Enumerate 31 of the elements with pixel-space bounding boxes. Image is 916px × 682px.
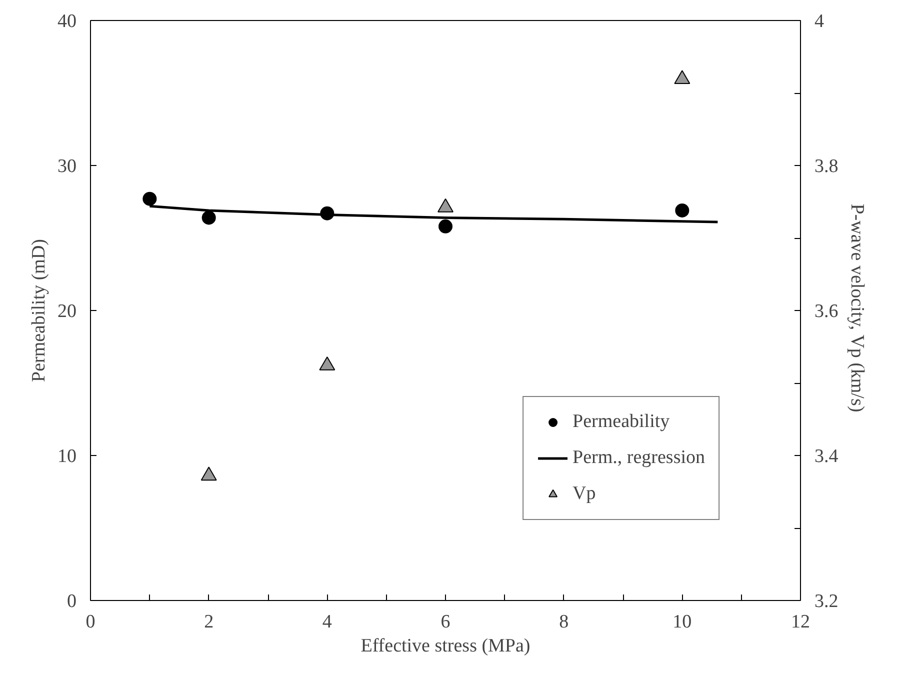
x-tick-label: 2: [204, 612, 214, 632]
y2-axis-title: P-wave velocity, Vp (km/s): [846, 204, 868, 412]
point: [142, 192, 157, 206]
x-tick-label: 12: [791, 612, 810, 632]
y-tick-label: 0: [67, 591, 76, 612]
y2-tick-label: 3.2: [814, 591, 838, 612]
x-tick-label: 10: [672, 612, 692, 632]
x-tick-label: 4: [322, 612, 332, 632]
y2-tick-label: 4: [814, 11, 824, 32]
y2-tick-label: 3.8: [814, 156, 838, 177]
point: [202, 210, 216, 225]
point: [319, 356, 336, 370]
y-tick-label: 40: [58, 11, 76, 32]
x-tick-label: 6: [440, 612, 450, 632]
point: [438, 219, 452, 234]
point: [200, 466, 217, 481]
y-tick-label: 30: [58, 156, 76, 177]
legend-label: Permeability: [572, 411, 670, 433]
y-tick-label: 10: [58, 446, 76, 467]
point: [675, 203, 690, 218]
point: [438, 198, 454, 212]
y2-tick-label: 3.6: [814, 301, 838, 322]
y-axis-title: Permeability (mD): [28, 238, 50, 382]
x-tick-label: 0: [86, 612, 96, 632]
y-tick-label: 20: [58, 301, 76, 322]
legend-label: Perm., regression: [572, 447, 705, 469]
x-tick-label: 8: [559, 612, 569, 632]
y2-tick-label: 3.4: [814, 446, 839, 467]
legend-label: Vp: [572, 483, 596, 505]
point: [674, 70, 690, 84]
x-axis-title: Effective stress (MPa): [360, 636, 530, 656]
